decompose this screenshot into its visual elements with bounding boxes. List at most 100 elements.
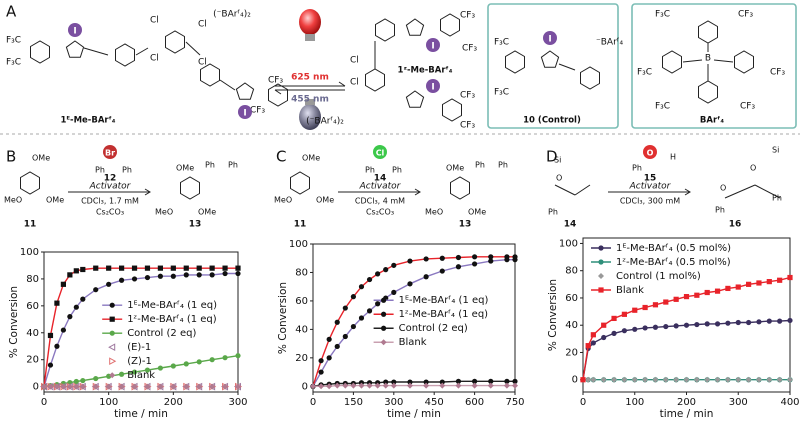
x-tick-label: 400	[780, 397, 799, 408]
x-tick-label: 200	[164, 397, 183, 408]
marker	[170, 383, 177, 390]
atom: CF₃	[740, 102, 755, 112]
marker	[209, 265, 215, 271]
bond	[83, 47, 109, 56]
marker	[196, 265, 202, 271]
y-tick-label: 100	[20, 247, 39, 258]
atom: Cl	[198, 20, 207, 30]
marker	[704, 321, 710, 327]
marker	[73, 383, 80, 390]
wavelength: 455 nm	[291, 95, 329, 105]
marker	[590, 332, 596, 338]
marker	[662, 376, 669, 383]
marker	[47, 383, 54, 390]
group: OMe	[198, 208, 216, 217]
marker	[47, 332, 54, 339]
marker	[755, 376, 762, 383]
atom: F₃C	[494, 88, 509, 98]
legend-marker	[109, 372, 116, 379]
atom: Cl	[350, 78, 359, 88]
group: MeO	[155, 208, 173, 217]
marker	[131, 265, 138, 271]
marker	[119, 371, 125, 377]
marker	[714, 321, 721, 327]
ring	[440, 13, 460, 37]
marker	[93, 375, 99, 382]
marker	[326, 355, 332, 361]
arrow-head	[414, 188, 421, 196]
marker	[183, 361, 189, 367]
marker	[585, 343, 591, 349]
legend-label: Blank	[616, 285, 644, 296]
marker	[488, 254, 494, 260]
marker	[366, 308, 373, 314]
marker	[80, 296, 86, 302]
y-axis-label: % Conversion	[8, 286, 20, 358]
group: Ph	[772, 194, 782, 203]
ring	[450, 176, 470, 200]
marker	[714, 288, 721, 294]
marker	[471, 382, 478, 389]
marker	[472, 378, 478, 384]
marker	[131, 369, 138, 375]
activator: Activator	[89, 182, 132, 192]
marker	[585, 376, 592, 383]
marker	[735, 319, 741, 326]
group: OMe	[176, 164, 194, 173]
marker	[326, 383, 333, 390]
iodine-atom	[238, 105, 252, 119]
atom: Cl	[376, 149, 385, 158]
legend-label: 1ᴱ-Me-BArᶠ₄ (0.5 mol%)	[616, 243, 731, 254]
marker	[80, 377, 86, 384]
marker	[472, 261, 478, 267]
y-axis-label: % Conversion	[277, 282, 289, 354]
marker	[131, 383, 138, 390]
marker	[73, 304, 79, 310]
x-tick-label: 600	[465, 397, 484, 408]
marker	[777, 277, 783, 283]
marker	[590, 376, 597, 383]
anion: ⁻BArᶠ₄	[596, 38, 623, 48]
ring	[734, 50, 754, 74]
legend-label: Blank	[399, 337, 427, 348]
marker	[663, 299, 669, 305]
atom: O	[647, 149, 654, 158]
marker	[144, 274, 151, 281]
atom: CF₃	[268, 76, 283, 86]
x-tick-label: 0	[41, 397, 47, 408]
marker	[455, 264, 462, 270]
compound-label: 1ᴱ-Me-BArᶠ₄	[60, 116, 115, 126]
marker	[157, 365, 163, 371]
marker	[119, 265, 125, 271]
marker	[683, 376, 690, 383]
atom: Cl	[198, 58, 207, 68]
group: Ph	[205, 161, 215, 170]
marker	[766, 376, 773, 383]
group: Ph	[475, 161, 485, 170]
group: MeO	[425, 208, 443, 217]
legend-label: 1ᴱ-Me-BArᶠ₄ (1 eq)	[127, 300, 217, 311]
atom: CF₃	[460, 121, 475, 131]
marker	[67, 272, 73, 278]
marker	[73, 268, 79, 274]
marker	[693, 376, 700, 383]
group: O	[556, 174, 562, 183]
marker	[714, 376, 721, 383]
marker	[183, 383, 190, 390]
group: Ph	[228, 161, 238, 170]
group: Ph	[392, 166, 402, 175]
legend-marker	[381, 325, 387, 331]
atom: I	[548, 35, 551, 45]
y-tick-label: 40	[295, 324, 308, 335]
marker	[642, 376, 649, 383]
compound-number: 13	[189, 220, 202, 230]
counterion: (⁻BArᶠ₄)₂	[306, 117, 344, 127]
triazole	[540, 50, 560, 68]
marker	[652, 324, 659, 330]
legend-marker	[598, 273, 604, 279]
ring	[268, 83, 288, 107]
y-tick-label: 80	[26, 274, 39, 285]
marker	[621, 376, 628, 383]
condition: CDCl₃, 300 mM	[620, 197, 680, 206]
